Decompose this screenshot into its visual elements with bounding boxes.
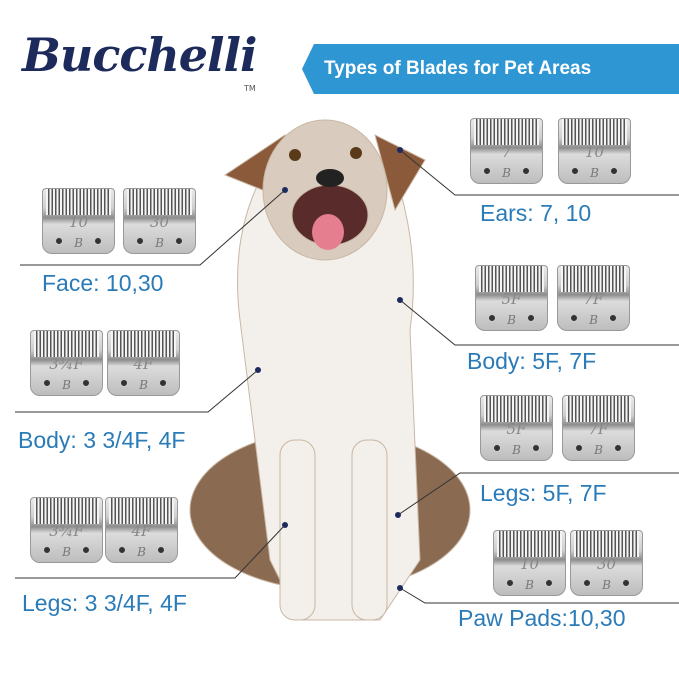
screw-icon	[575, 444, 583, 452]
blade-teeth	[561, 266, 626, 292]
blade-size: 7	[501, 143, 512, 161]
blade-teeth	[109, 498, 174, 524]
screw-icon	[527, 314, 535, 322]
blade-mark: B	[62, 545, 71, 559]
screw-icon	[583, 579, 591, 587]
screw-icon	[175, 237, 183, 245]
screw-icon	[545, 579, 553, 587]
blade-size: 5F	[501, 290, 522, 308]
screw-icon	[118, 546, 126, 554]
screw-icon	[94, 237, 102, 245]
blade-teeth	[34, 498, 99, 524]
blade-mark: B	[62, 378, 71, 392]
screw-icon	[43, 546, 51, 554]
clipper-blade: 30 B	[570, 530, 643, 596]
clipper-blade: 5F B	[475, 265, 548, 331]
clipper-blade: 7F B	[557, 265, 630, 331]
screw-icon	[157, 546, 165, 554]
clipper-blade: 10 B	[42, 188, 115, 254]
blade-teeth	[484, 396, 549, 422]
screw-icon	[622, 579, 630, 587]
clipper-blade: 7F B	[562, 395, 635, 461]
screw-icon	[532, 444, 540, 452]
blade-teeth	[127, 189, 192, 215]
blade-teeth	[111, 331, 176, 357]
blade-teeth	[46, 189, 111, 215]
trademark: TM	[244, 84, 256, 93]
area-label: Legs: 3 3/4F, 4F	[22, 590, 187, 616]
blade-mark: B	[155, 236, 164, 250]
screw-icon	[488, 314, 496, 322]
blade-size: 10	[519, 555, 540, 573]
blade-mark: B	[137, 545, 146, 559]
blade-size: 7F	[588, 420, 609, 438]
blade-size: 3¾F	[49, 355, 84, 373]
blade-teeth	[566, 396, 631, 422]
screw-icon	[570, 314, 578, 322]
blade-size: 30	[149, 213, 170, 231]
clipper-blade: 10 B	[493, 530, 566, 596]
blade-mark: B	[74, 236, 83, 250]
area-label: Face: 10,30	[42, 270, 164, 296]
clipper-blade: 30 B	[123, 188, 196, 254]
blade-mark: B	[602, 578, 611, 592]
blade-mark: B	[507, 313, 516, 327]
blade-mark: B	[525, 578, 534, 592]
screw-icon	[120, 379, 128, 387]
pointer-lines	[15, 149, 679, 604]
screw-icon	[136, 237, 144, 245]
blade-size: 7F	[583, 290, 604, 308]
screw-icon	[82, 546, 90, 554]
blade-size: 5F	[506, 420, 527, 438]
screw-icon	[43, 379, 51, 387]
screw-icon	[493, 444, 501, 452]
area-label: Body: 3 3/4F, 4F	[18, 427, 186, 453]
blade-mark: B	[594, 443, 603, 457]
blade-mark: B	[589, 313, 598, 327]
screw-icon	[609, 314, 617, 322]
pointer-dots	[255, 147, 403, 591]
blade-size: 10	[584, 143, 605, 161]
blade-teeth	[562, 119, 627, 145]
blade-size: 4F	[131, 522, 152, 540]
blade-mark: B	[502, 166, 511, 180]
blade-teeth	[34, 331, 99, 357]
blade-size: 30	[596, 555, 617, 573]
title-banner: Types of Blades for Pet Areas	[302, 44, 679, 94]
screw-icon	[610, 167, 618, 175]
blade-teeth	[497, 531, 562, 557]
clipper-blade: 4F B	[105, 497, 178, 563]
blade-mark: B	[139, 378, 148, 392]
blade-size: 10	[68, 213, 89, 231]
area-label: Body: 5F, 7F	[467, 348, 597, 374]
area-label: Ears: 7, 10	[480, 200, 592, 226]
screw-icon	[522, 167, 530, 175]
screw-icon	[55, 237, 63, 245]
screw-icon	[82, 379, 90, 387]
clipper-blade: 5F B	[480, 395, 553, 461]
clipper-blade: 3¾F B	[30, 497, 103, 563]
blade-mark: B	[512, 443, 521, 457]
screw-icon	[571, 167, 579, 175]
clipper-blade: 10 B	[558, 118, 631, 184]
blade-teeth	[574, 531, 639, 557]
clipper-blade: 4F B	[107, 330, 180, 396]
blade-size: 4F	[133, 355, 154, 373]
blade-size: 3¾F	[49, 522, 84, 540]
screw-icon	[483, 167, 491, 175]
screw-icon	[159, 379, 167, 387]
screw-icon	[506, 579, 514, 587]
blade-teeth	[474, 119, 539, 145]
screw-icon	[614, 444, 622, 452]
blade-mark: B	[590, 166, 599, 180]
clipper-blade: 3¾F B	[30, 330, 103, 396]
area-label: Legs: 5F, 7F	[480, 480, 607, 506]
banner-title: Types of Blades for Pet Areas	[324, 58, 592, 79]
blade-teeth	[479, 266, 544, 292]
dog-image	[189, 119, 471, 621]
area-label: Paw Pads:10,30	[458, 605, 626, 631]
brand-logo: Bucchelli	[22, 28, 257, 82]
